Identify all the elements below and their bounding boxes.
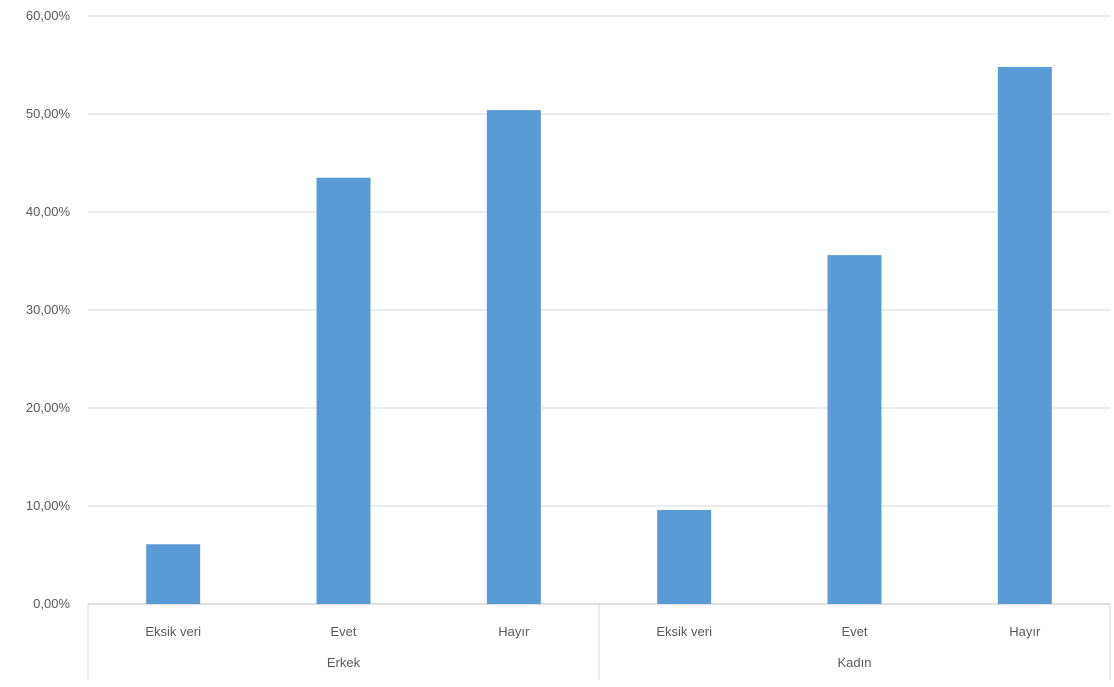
y-tick-label: 10,00% — [26, 498, 71, 513]
x-category-label: Eksik veri — [656, 624, 712, 639]
y-tick-label: 40,00% — [26, 204, 71, 219]
bar — [997, 66, 1052, 604]
bar — [146, 544, 201, 604]
y-tick-label: 20,00% — [26, 400, 71, 415]
x-group-label: Kadın — [838, 655, 872, 670]
y-tick-label: 0,00% — [33, 596, 70, 611]
y-tick-label: 60,00% — [26, 8, 71, 23]
x-group-label: Erkek — [327, 655, 361, 670]
bar — [316, 177, 371, 604]
x-category-label: Evet — [841, 624, 867, 639]
bar — [486, 110, 541, 604]
x-category-label: Evet — [330, 624, 356, 639]
x-category-label: Hayır — [1009, 624, 1041, 639]
x-category-label: Hayır — [498, 624, 530, 639]
y-tick-label: 50,00% — [26, 106, 71, 121]
bar — [657, 509, 712, 604]
x-category-label: Eksik veri — [145, 624, 201, 639]
bar — [827, 255, 882, 604]
y-tick-label: 30,00% — [26, 302, 71, 317]
